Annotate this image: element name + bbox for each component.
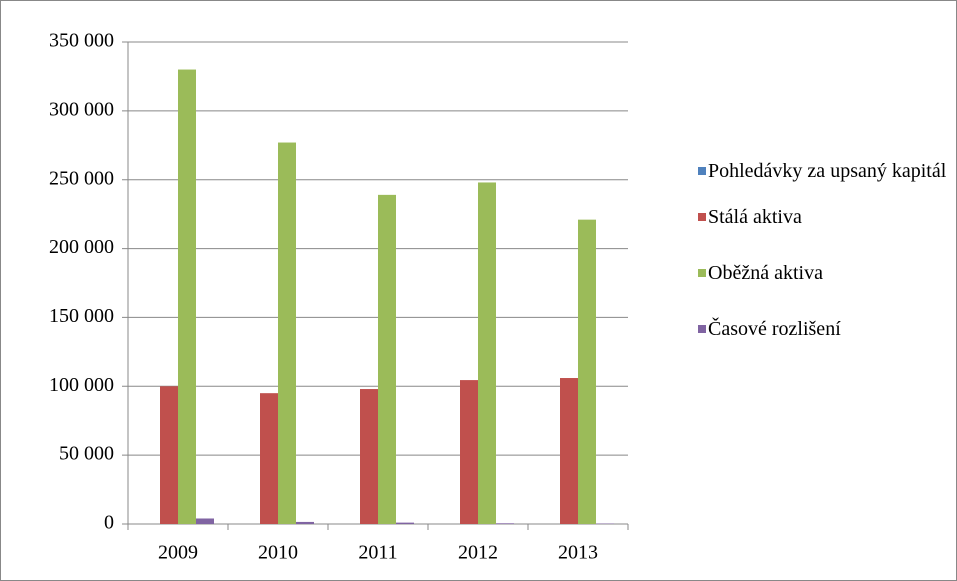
y-tick-label: 300 000 — [49, 98, 114, 120]
legend-label: Stálá aktiva — [708, 206, 802, 228]
legend-item: Oběžná aktiva — [698, 260, 950, 286]
y-tick-label: 250 000 — [49, 167, 114, 189]
legend-swatch — [698, 213, 706, 221]
legend-item: Pohledávky za upsaný kapitál — [698, 158, 950, 184]
x-tick-label: 2010 — [258, 542, 298, 564]
legend-label: Časové rozlišení — [708, 318, 841, 340]
bar — [260, 393, 278, 524]
bar — [278, 142, 296, 524]
y-tick-label: 150 000 — [49, 305, 114, 327]
y-tick-label: 350 000 — [49, 30, 114, 52]
legend-swatch — [698, 325, 706, 333]
x-tick-label: 2011 — [358, 542, 397, 564]
legend-item: Stálá aktiva — [698, 204, 950, 230]
x-tick-label: 2013 — [558, 542, 598, 564]
legend-label: Oběžná aktiva — [708, 262, 823, 284]
bar — [578, 219, 596, 524]
y-tick-label: 0 — [104, 512, 114, 534]
bar — [496, 523, 514, 524]
bar — [296, 521, 314, 524]
legend-label: Pohledávky za upsaný kapitál — [708, 160, 947, 182]
legend-item: Časové rozlišení — [698, 316, 950, 342]
legend-swatch — [698, 167, 706, 175]
bar — [378, 194, 396, 524]
x-tick-label: 2012 — [458, 542, 498, 564]
bar — [560, 378, 578, 524]
bar — [478, 182, 496, 524]
y-tick-label: 100 000 — [49, 374, 114, 396]
legend: Pohledávky za upsaný kapitál Stálá aktiva… — [698, 158, 950, 342]
bar — [460, 380, 478, 524]
bar — [178, 69, 196, 525]
bar — [396, 522, 414, 524]
y-tick-label: 50 000 — [59, 443, 114, 465]
y-tick-label: 200 000 — [49, 236, 114, 258]
bar — [196, 518, 214, 524]
bar — [160, 386, 178, 524]
bar — [360, 389, 378, 524]
legend-swatch — [698, 269, 706, 277]
x-tick-label: 2009 — [158, 542, 198, 564]
